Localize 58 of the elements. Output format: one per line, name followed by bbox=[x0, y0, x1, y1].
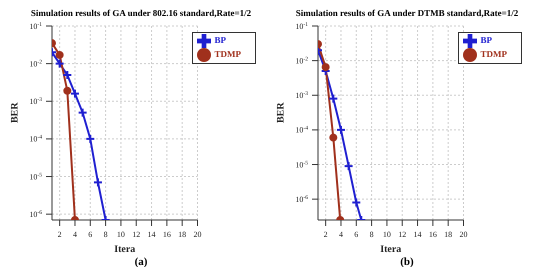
y-tick-label: 10$^{-4}$ bbox=[29, 134, 42, 144]
x-tick-label: 6 bbox=[354, 230, 358, 239]
point bbox=[56, 50, 64, 59]
y-tick-label: 10$^{-4}$ bbox=[295, 126, 308, 135]
text: (a) bbox=[134, 256, 148, 267]
x-tick-label: 16 bbox=[428, 230, 437, 239]
y-tick-label: 10$^{-2}$ bbox=[29, 59, 42, 68]
x-tick-label: 20 bbox=[460, 230, 468, 239]
y-axis-title: BER bbox=[276, 102, 287, 123]
x-tick-label: 14 bbox=[414, 230, 422, 239]
text: (b) bbox=[399, 256, 415, 267]
point bbox=[63, 86, 72, 95]
point bbox=[78, 108, 88, 118]
y-tick-label: 10$^{-2}$ bbox=[295, 56, 308, 66]
legend-label: BP bbox=[214, 35, 226, 46]
chart-title: Simulation results of GA under DTMB standard,Rate=1/2 bbox=[294, 8, 520, 20]
point bbox=[329, 134, 338, 142]
y-tick-label: 10$^{-3}$ bbox=[295, 91, 308, 100]
y-tick-label: 10$^{-5}$ bbox=[295, 160, 308, 170]
x-tick-label: 8 bbox=[104, 230, 108, 239]
y-tick-label: 10$^{-3}$ bbox=[29, 97, 42, 106]
x-tick-label: 8 bbox=[370, 230, 374, 239]
x-tick-label: 14 bbox=[148, 230, 156, 239]
point bbox=[344, 161, 354, 172]
x-tick-label: 10 bbox=[116, 230, 125, 239]
point bbox=[328, 94, 338, 104]
x-tick-label: 16 bbox=[162, 230, 171, 239]
y-tick-label: 10$^{-1}$ bbox=[29, 22, 42, 31]
x-tick-label: 20 bbox=[194, 230, 202, 239]
legend-label: TDMP bbox=[480, 49, 507, 60]
point bbox=[336, 124, 346, 135]
point bbox=[322, 63, 330, 72]
y-tick-label: 10$^{-6}$ bbox=[29, 210, 42, 219]
y-axis-title: BER bbox=[10, 102, 21, 123]
x-tick-label: 18 bbox=[178, 230, 186, 239]
point bbox=[92, 177, 103, 188]
point bbox=[351, 198, 362, 208]
x-tick-label: 12 bbox=[398, 230, 406, 239]
x-tick-label: 18 bbox=[444, 230, 452, 239]
point bbox=[62, 70, 72, 80]
x-axis-title: Itera bbox=[380, 244, 402, 255]
y-tick-label: 10$^{-6}$ bbox=[295, 194, 308, 204]
x-tick-label: 6 bbox=[88, 230, 92, 239]
x-tick-label: 4 bbox=[72, 230, 77, 239]
point bbox=[54, 58, 65, 69]
x-tick-label: 2 bbox=[324, 230, 328, 239]
chart-title: Simulation results of GA under 802.16 standard,Rate=1/2 bbox=[30, 8, 252, 20]
y-tick-label: 10$^{-1}$ bbox=[295, 22, 308, 31]
x-axis-title: Itera bbox=[114, 244, 136, 255]
x-tick-label: 2 bbox=[58, 230, 62, 239]
x-tick-label: 12 bbox=[132, 230, 140, 239]
legend-label: TDMP bbox=[214, 49, 241, 60]
legend-label: BP bbox=[480, 35, 492, 46]
x-tick-label: 10 bbox=[382, 230, 391, 239]
point bbox=[85, 134, 96, 144]
x-tick-label: 4 bbox=[338, 230, 343, 239]
point bbox=[70, 88, 80, 99]
y-tick-label: 10$^{-5}$ bbox=[29, 172, 42, 182]
